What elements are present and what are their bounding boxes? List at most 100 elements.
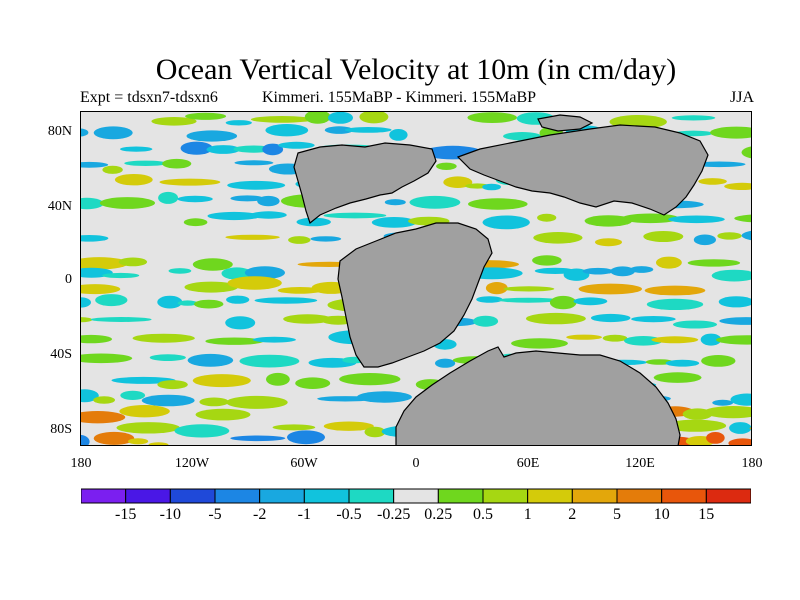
colorbar-label: 0.5 bbox=[473, 506, 493, 523]
velocity-patch bbox=[80, 197, 104, 210]
velocity-patch bbox=[277, 287, 323, 294]
velocity-patch bbox=[250, 116, 313, 123]
velocity-patch bbox=[409, 195, 461, 209]
colorbar-label: -10 bbox=[159, 506, 181, 523]
velocity-patch bbox=[102, 272, 140, 279]
velocity-patch bbox=[511, 338, 568, 349]
velocity-patch bbox=[93, 431, 135, 445]
velocity-patch bbox=[186, 130, 238, 142]
velocity-patch bbox=[225, 316, 256, 330]
velocity-patch bbox=[644, 285, 706, 296]
velocity-patch bbox=[356, 391, 412, 403]
velocity-patch bbox=[476, 296, 503, 303]
velocity-patch bbox=[323, 421, 374, 431]
velocity-patch bbox=[207, 211, 261, 221]
velocity-patch bbox=[265, 124, 309, 137]
colorbar-label: 2 bbox=[568, 506, 577, 523]
gondwana-west bbox=[337, 222, 493, 368]
velocity-patch bbox=[227, 276, 282, 290]
velocity-patch bbox=[262, 143, 284, 156]
velocity-patch bbox=[741, 230, 752, 241]
velocity-patch bbox=[80, 257, 129, 270]
velocity-patch bbox=[323, 212, 387, 219]
velocity-patch bbox=[503, 286, 555, 292]
colorbar-label: -0.25 bbox=[377, 506, 411, 523]
velocity-patch bbox=[128, 438, 149, 445]
velocity-patch bbox=[526, 312, 586, 325]
velocity-patch bbox=[435, 358, 456, 368]
velocity-patch bbox=[183, 218, 208, 227]
velocity-patch bbox=[610, 266, 635, 277]
velocity-patch bbox=[384, 199, 406, 206]
velocity-patch bbox=[631, 316, 676, 323]
velocity-patch bbox=[93, 396, 115, 404]
velocity-patch bbox=[704, 406, 752, 419]
velocity-patch bbox=[359, 111, 389, 124]
velocity-patch bbox=[328, 111, 353, 124]
velocity-patch bbox=[116, 422, 180, 434]
velocity-patch bbox=[578, 283, 642, 295]
velocity-patch bbox=[584, 215, 633, 227]
velocity-patch bbox=[177, 300, 198, 306]
colorbar-swatch bbox=[437, 488, 484, 504]
velocity-patch bbox=[187, 353, 234, 367]
velocity-patch bbox=[221, 267, 253, 280]
velocity-patch bbox=[344, 127, 392, 133]
velocity-patch bbox=[80, 317, 93, 323]
velocity-patch bbox=[467, 112, 517, 123]
velocity-patch bbox=[734, 214, 752, 223]
velocity-patch bbox=[629, 266, 654, 273]
velocity-patch bbox=[288, 236, 311, 244]
velocity-patch bbox=[158, 191, 179, 204]
velocity-patch bbox=[184, 281, 238, 293]
velocity-patch bbox=[468, 198, 528, 210]
colorbar-swatch bbox=[482, 488, 529, 504]
velocity-patch bbox=[656, 256, 682, 269]
velocity-patch bbox=[443, 176, 473, 188]
velocity-patch bbox=[226, 295, 250, 304]
velocity-patch bbox=[324, 126, 354, 134]
x-tick-label: 120W bbox=[174, 456, 210, 471]
velocity-patch bbox=[120, 390, 146, 400]
y-tick-label: 40S bbox=[50, 347, 72, 362]
x-tick-label: 180 bbox=[741, 456, 763, 471]
colorbar-label: 1 bbox=[523, 506, 532, 523]
velocity-patch bbox=[162, 158, 192, 169]
velocity-patch bbox=[566, 334, 602, 340]
velocity-patch bbox=[149, 354, 186, 361]
velocity-patch bbox=[230, 195, 264, 202]
colorbar-swatch bbox=[393, 488, 439, 504]
colorbar-swatch bbox=[259, 488, 305, 504]
velocity-patch bbox=[573, 297, 608, 306]
velocity-patch bbox=[257, 195, 280, 207]
velocity-patch bbox=[482, 215, 530, 230]
velocity-patch bbox=[653, 372, 702, 383]
velocity-patch bbox=[272, 424, 316, 431]
velocity-patch bbox=[295, 377, 331, 390]
velocity-patch bbox=[692, 161, 746, 168]
velocity-patch bbox=[624, 336, 663, 346]
velocity-patch bbox=[741, 146, 752, 159]
velocity-patch bbox=[192, 258, 233, 271]
velocity-patch bbox=[114, 174, 153, 186]
map-panel bbox=[80, 111, 752, 446]
colorbar-swatch bbox=[348, 488, 395, 504]
colorbar-label: -0.5 bbox=[336, 506, 362, 523]
experiment-label: Expt = tdsxn7-tdsxn6 bbox=[80, 89, 218, 106]
velocity-patch bbox=[590, 313, 631, 323]
velocity-patch bbox=[80, 235, 109, 242]
colorbar-swatch bbox=[214, 488, 261, 504]
velocity-patch bbox=[118, 257, 148, 267]
velocity-patch bbox=[364, 426, 386, 438]
velocity-patch bbox=[80, 161, 109, 168]
land-masses bbox=[293, 114, 709, 446]
velocity-patch bbox=[252, 336, 296, 343]
velocity-patch bbox=[119, 405, 170, 418]
velocity-patch bbox=[174, 424, 230, 438]
map-canvas bbox=[80, 111, 752, 446]
velocity-patch bbox=[582, 267, 614, 275]
velocity-patch bbox=[717, 232, 742, 240]
velocity-patch bbox=[239, 354, 300, 368]
velocity-patch bbox=[716, 335, 752, 345]
velocity-patch bbox=[651, 336, 699, 344]
